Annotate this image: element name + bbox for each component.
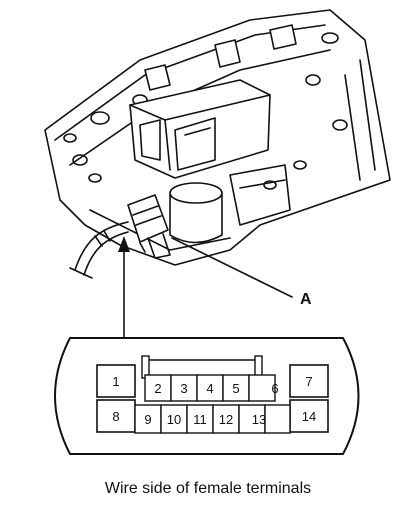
terminal-1: 1 — [112, 374, 119, 389]
diagram-caption: Wire side of female terminals — [104, 480, 312, 497]
connector-face — [54, 337, 360, 455]
engine-compartment-illustration — [44, 9, 391, 339]
terminal-8: 8 — [112, 409, 119, 424]
terminal-13: 13 — [252, 412, 266, 427]
terminal-12: 12 — [219, 412, 233, 427]
terminal-4: 4 — [206, 381, 213, 396]
terminal-2: 2 — [154, 381, 161, 396]
terminal-14: 14 — [302, 409, 316, 424]
terminal-7: 7 — [305, 374, 312, 389]
arrow-head-icon — [118, 236, 130, 252]
terminal-labels: 1 2 3 4 5 6 7 8 9 10 11 12 13 14 — [112, 374, 316, 427]
terminal-3: 3 — [180, 381, 187, 396]
terminal-5: 5 — [232, 381, 239, 396]
terminal-9: 9 — [144, 412, 151, 427]
callout-label-a: A — [300, 291, 312, 308]
terminal-6: 6 — [271, 381, 278, 396]
terminal-11: 11 — [193, 412, 207, 427]
terminal-10: 10 — [167, 412, 181, 427]
